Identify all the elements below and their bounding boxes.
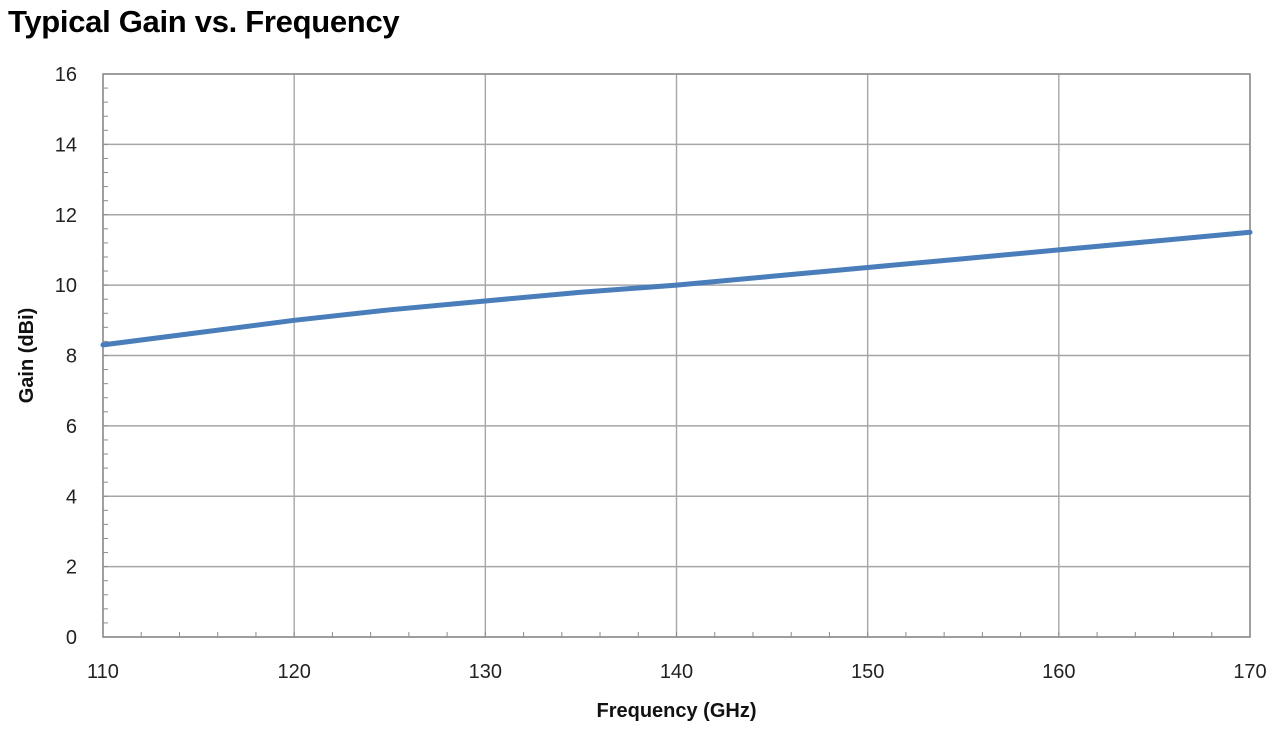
y-tick-label: 16	[55, 64, 77, 86]
y-tick-label: 4	[66, 486, 77, 508]
y-tick-label: 8	[66, 346, 77, 368]
x-tick-label: 110	[87, 661, 119, 683]
series-line-1	[100, 229, 1253, 348]
y-tick-label: 14	[55, 134, 77, 156]
x-tick-label: 160	[1042, 661, 1075, 683]
x-tick-label: 130	[469, 661, 502, 683]
y-axis-label: Gain (dBi)	[16, 308, 38, 404]
y-tick-labels: 0 2 4 6 8 10 12 14 16	[55, 64, 77, 649]
x-tick-label: 140	[660, 661, 693, 683]
y-tick-label: 0	[66, 627, 77, 649]
series-layer	[100, 229, 1253, 348]
chart-title: Typical Gain vs. Frequency	[8, 4, 400, 39]
x-tick-label: 120	[277, 661, 310, 683]
x-tick-labels: 110 120 130 140 150 160 170	[87, 661, 1267, 683]
x-tick-label: 150	[851, 661, 884, 683]
y-tick-label: 2	[66, 557, 77, 579]
y-tick-label: 6	[66, 416, 77, 438]
grid	[102, 73, 1251, 638]
plot-area-frame	[102, 73, 1251, 638]
x-axis-label: Frequency (GHz)	[596, 700, 756, 722]
y-tick-label: 10	[55, 275, 77, 297]
x-tick-label: 170	[1233, 661, 1266, 683]
y-tick-label: 12	[55, 205, 77, 227]
